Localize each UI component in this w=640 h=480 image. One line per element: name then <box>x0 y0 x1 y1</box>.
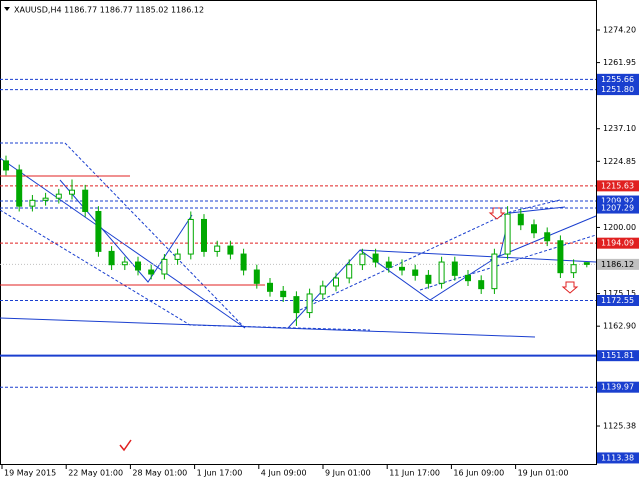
y-tick-label: 1224.85 <box>603 157 636 166</box>
candle-body <box>517 213 524 226</box>
candle-body <box>42 197 49 201</box>
candle-body <box>82 189 89 212</box>
candle-body <box>214 245 221 252</box>
candle-body <box>161 258 168 275</box>
candle-body <box>438 261 445 284</box>
candle-body <box>412 269 419 276</box>
candle-body <box>187 218 194 255</box>
channel-line <box>0 209 371 331</box>
y-tick-label: 1237.10 <box>603 124 636 133</box>
y-tick-label: 1125.38 <box>603 422 636 431</box>
price-label: 1215.63 <box>601 181 634 190</box>
x-tick-label: 1 Jun 17:00 <box>197 469 243 478</box>
y-tick-label: 1261.95 <box>603 58 636 67</box>
candle-body <box>16 169 23 207</box>
candle-body <box>465 274 471 282</box>
candle-body <box>108 250 115 266</box>
y-tick-label: 1274.20 <box>603 25 636 34</box>
price-label-box <box>597 195 639 207</box>
candle-body <box>491 253 498 290</box>
candle-body <box>201 218 207 252</box>
chart-title: XAUUSD,H4 1186.77 1186.77 1185.02 1186.1… <box>14 6 204 15</box>
candle-body <box>399 266 405 271</box>
y-tick-label: 1162.90 <box>603 322 636 331</box>
candle-body <box>227 245 234 255</box>
price-label-box <box>597 180 639 192</box>
candle-body <box>570 264 577 274</box>
price-label-box <box>597 350 639 362</box>
candle-body <box>174 253 181 260</box>
channel-line <box>419 234 597 291</box>
trendline <box>359 249 597 263</box>
x-tick-label: 16 Jun 09:00 <box>453 469 504 478</box>
candle-body <box>29 199 36 207</box>
candle-body <box>267 282 273 292</box>
candle-body <box>346 264 353 279</box>
candle-body <box>333 277 339 287</box>
trendline <box>0 317 536 338</box>
candle-body <box>557 240 564 274</box>
candle-body <box>425 274 432 284</box>
candle-body <box>504 213 511 255</box>
candle-body <box>478 280 485 290</box>
price-label: 1255.66 <box>601 75 634 84</box>
candle-body <box>451 261 458 276</box>
price-label: 1172.55 <box>601 296 634 305</box>
candle-body <box>531 224 537 234</box>
candle-body <box>69 189 75 195</box>
price-label-box <box>597 452 639 464</box>
candle-body <box>95 210 102 252</box>
price-label-box <box>597 237 639 249</box>
price-label: 1209.92 <box>601 197 634 206</box>
price-label: 1139.97 <box>601 383 634 392</box>
candle-body <box>148 269 155 275</box>
candle-body <box>544 232 551 242</box>
x-tick-label: 28 May 01:00 <box>132 469 187 478</box>
candle-body <box>135 261 141 271</box>
x-tick-label: 9 Jun 01:00 <box>325 469 371 478</box>
candle-body <box>293 296 300 314</box>
candle-body <box>359 253 366 266</box>
x-tick-label: 19 May 2015 <box>4 469 56 478</box>
candle-body <box>319 285 326 295</box>
price-label: 1186.12 <box>601 260 634 269</box>
candle-body <box>3 160 9 171</box>
price-label-box <box>597 294 639 306</box>
down-arrow <box>488 207 506 220</box>
price-label-box <box>597 73 639 85</box>
y-tick-label: 1200.00 <box>603 223 636 232</box>
price-label: 1207.29 <box>601 204 634 213</box>
down-arrow <box>561 281 579 294</box>
y-tick-label: 1175.15 <box>603 289 636 298</box>
checkmark <box>119 439 132 452</box>
candle-body <box>306 293 313 314</box>
price-label: 1151.81 <box>601 351 634 360</box>
price-label: 1251.80 <box>601 85 634 94</box>
candle-body <box>55 193 62 199</box>
trendline <box>59 179 193 283</box>
candle-body <box>253 269 260 284</box>
price-label: 1113.38 <box>601 453 634 462</box>
menu-icon <box>4 7 10 11</box>
price-label-box <box>597 84 639 96</box>
price-label-box <box>597 381 639 393</box>
candle-body <box>583 262 590 265</box>
channel-line <box>0 142 246 329</box>
x-tick-label: 19 Jun 01:00 <box>518 469 569 478</box>
price-label: 1194.09 <box>601 239 634 248</box>
candle-body <box>121 261 128 266</box>
x-tick-label: 11 Jun 17:00 <box>389 469 440 478</box>
candle-body <box>280 290 287 298</box>
x-tick-label: 4 Jun 09:00 <box>261 469 307 478</box>
candle-body <box>372 253 379 263</box>
price-label-box <box>597 258 639 270</box>
candle-body <box>385 261 392 268</box>
candle-body <box>240 253 247 271</box>
channel-line <box>299 199 561 311</box>
price-label-box <box>597 202 639 214</box>
x-tick-label: 22 May 01:00 <box>68 469 123 478</box>
